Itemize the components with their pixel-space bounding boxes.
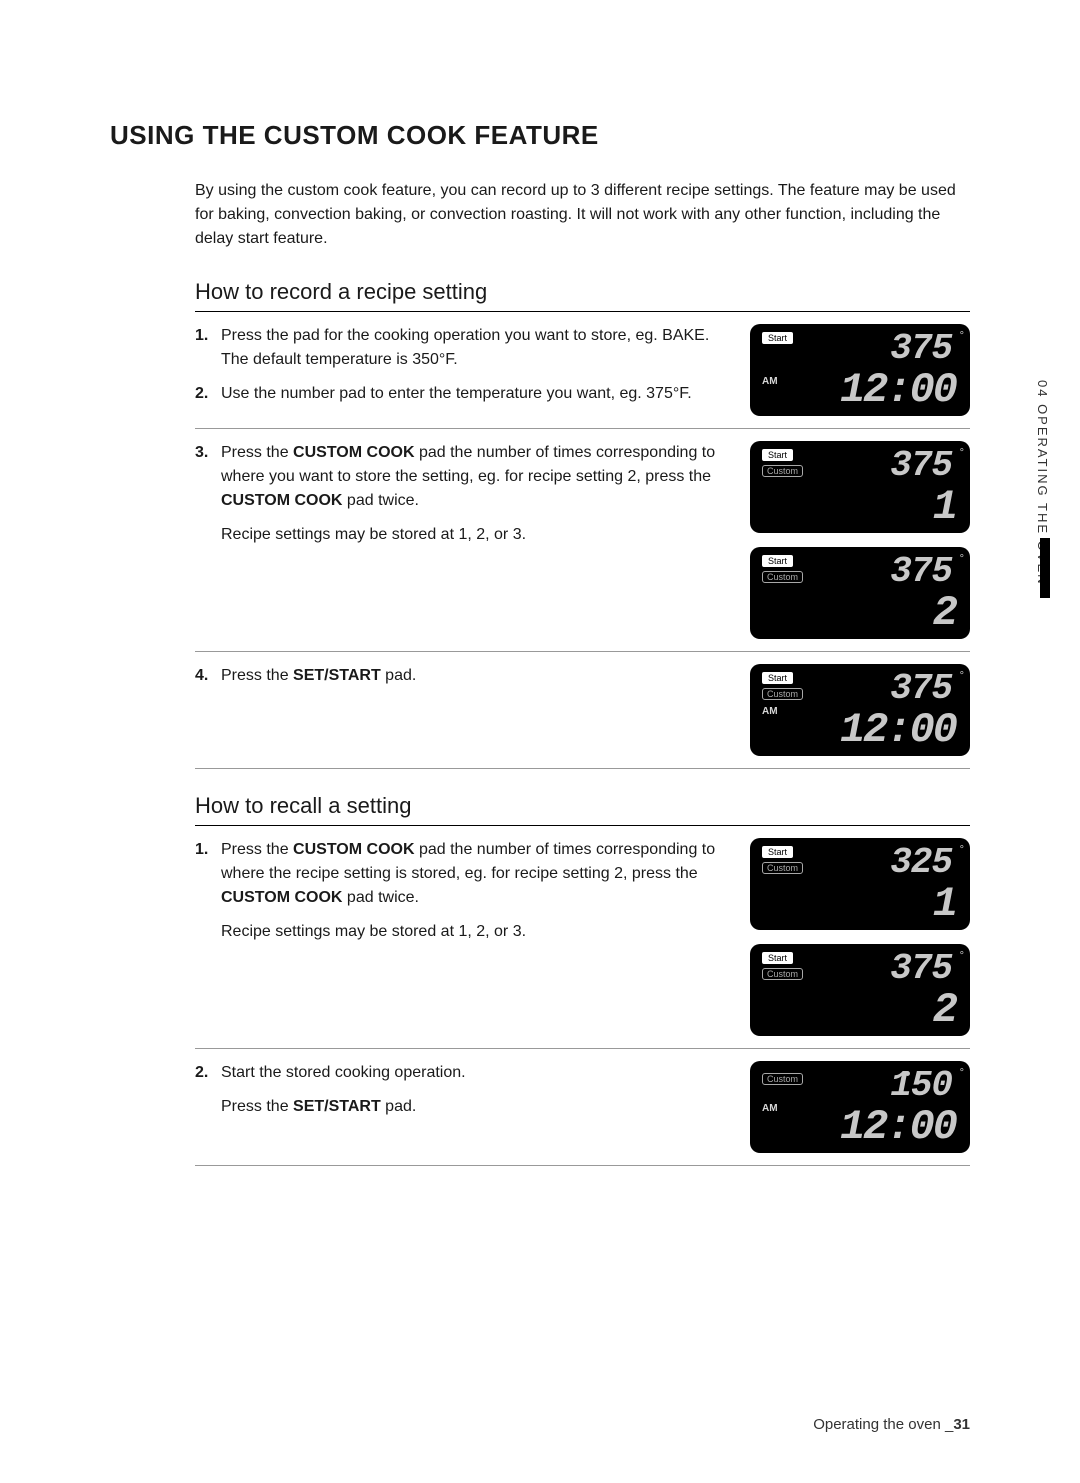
oven-display: Custom AM 150 ° 12:00: [750, 1061, 970, 1153]
custom-badge: Custom: [762, 862, 803, 874]
step-number: 4: [195, 664, 221, 688]
am-label: AM: [762, 376, 778, 387]
custom-badge: Custom: [762, 465, 803, 477]
oven-display: Start Custom 375 ° 2: [750, 944, 970, 1036]
temp-readout: 150: [890, 1065, 952, 1106]
side-tab-marker: [1040, 538, 1050, 598]
footer-text: Operating the oven _: [813, 1416, 953, 1433]
step-number: 1: [195, 324, 221, 372]
degree-icon: °: [960, 844, 964, 856]
oven-display: Start AM 375 ° 12:00: [750, 324, 970, 416]
step-row-4: 1 Press the CUSTOM COOK pad the number o…: [195, 826, 970, 1049]
step-row-3: 4 Press the SET/START pad. Start Custom …: [195, 652, 970, 769]
degree-icon: °: [960, 670, 964, 682]
degree-icon: °: [960, 330, 964, 342]
degree-icon: °: [960, 447, 964, 459]
degree-icon: °: [960, 553, 964, 565]
main-readout: 1: [933, 483, 956, 531]
main-readout: 12:00: [840, 366, 956, 414]
page-number: 31: [953, 1416, 970, 1433]
custom-badge: Custom: [762, 968, 803, 980]
list-item: 4 Press the SET/START pad.: [195, 664, 730, 688]
custom-badge: Custom: [762, 571, 803, 583]
section-2-title: How to recall a setting: [195, 793, 970, 826]
start-badge: Start: [762, 672, 793, 684]
list-item: 1 Press the CUSTOM COOK pad the number o…: [195, 838, 730, 910]
temp-readout: 375: [890, 948, 952, 989]
degree-icon: °: [960, 1067, 964, 1079]
list-item: 2 Start the stored cooking operation.: [195, 1061, 730, 1085]
step-text: Use the number pad to enter the temperat…: [221, 382, 730, 406]
start-badge: Start: [762, 332, 793, 344]
step-number: 2: [195, 382, 221, 406]
step-text: Press the CUSTOM COOK pad the number of …: [221, 441, 730, 513]
main-readout: 2: [933, 986, 956, 1034]
step-note: Recipe settings may be stored at 1, 2, o…: [221, 920, 730, 944]
intro-paragraph: By using the custom cook feature, you ca…: [195, 179, 970, 251]
temp-readout: 375: [890, 551, 952, 592]
list-item: 2 Use the number pad to enter the temper…: [195, 382, 730, 406]
temp-readout: 325: [890, 842, 952, 883]
list-item: 1 Press the pad for the cooking operatio…: [195, 324, 730, 372]
main-readout: 2: [933, 589, 956, 637]
main-readout: 12:00: [840, 706, 956, 754]
am-label: AM: [762, 706, 778, 717]
step-row-2: 3 Press the CUSTOM COOK pad the number o…: [195, 429, 970, 652]
start-badge: Start: [762, 555, 793, 567]
start-badge: Start: [762, 952, 793, 964]
step-number: 2: [195, 1061, 221, 1085]
temp-readout: 375: [890, 328, 952, 369]
temp-readout: 375: [890, 668, 952, 709]
section-1-title: How to record a recipe setting: [195, 279, 970, 312]
step-text: Press the CUSTOM COOK pad the number of …: [221, 838, 730, 910]
step-text: Start the stored cooking operation.: [221, 1061, 730, 1085]
oven-display: Start Custom AM 375 ° 12:00: [750, 664, 970, 756]
step-number: 1: [195, 838, 221, 910]
step-number: 3: [195, 441, 221, 513]
oven-display: Start Custom 375 ° 1: [750, 441, 970, 533]
list-item: 3 Press the CUSTOM COOK pad the number o…: [195, 441, 730, 513]
oven-display: Start Custom 325 ° 1: [750, 838, 970, 930]
step-row-5: 2 Start the stored cooking operation. Pr…: [195, 1049, 970, 1166]
custom-badge: Custom: [762, 1073, 803, 1085]
start-badge: Start: [762, 846, 793, 858]
step-row-1: 1 Press the pad for the cooking operatio…: [195, 312, 970, 429]
am-label: AM: [762, 1103, 778, 1114]
oven-display: Start Custom 375 ° 2: [750, 547, 970, 639]
main-readout: 1: [933, 880, 956, 928]
degree-icon: °: [960, 950, 964, 962]
start-badge: Start: [762, 449, 793, 461]
step-text: Press the SET/START pad.: [221, 664, 730, 688]
step-note: Press the SET/START pad.: [221, 1095, 730, 1119]
page-title: USING THE CUSTOM COOK FEATURE: [110, 120, 970, 151]
step-note: Recipe settings may be stored at 1, 2, o…: [221, 523, 730, 547]
step-text: Press the pad for the cooking operation …: [221, 324, 730, 372]
page-footer: Operating the oven _31: [813, 1416, 970, 1433]
custom-badge: Custom: [762, 688, 803, 700]
temp-readout: 375: [890, 445, 952, 486]
main-readout: 12:00: [840, 1103, 956, 1151]
